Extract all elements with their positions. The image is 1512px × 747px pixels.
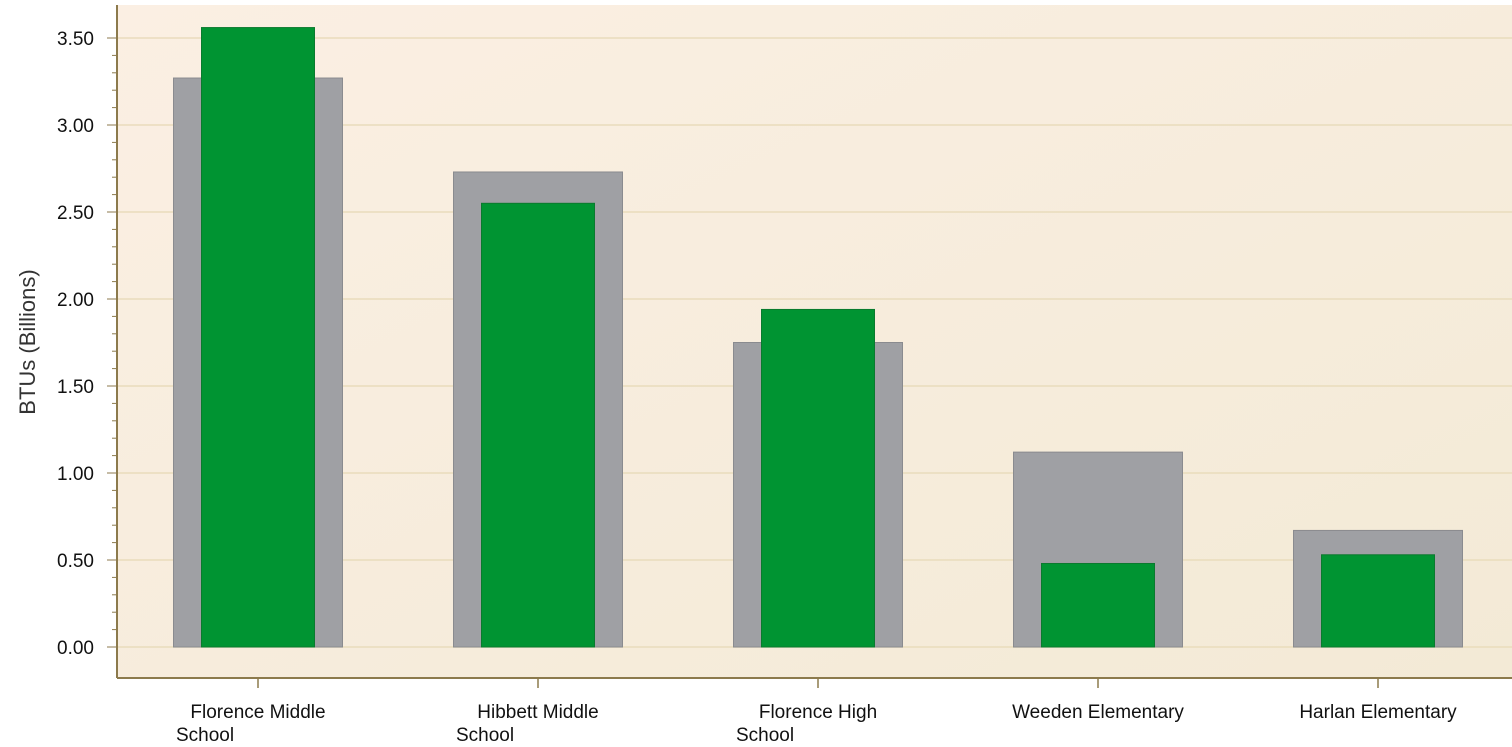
x-category-label: Florence High School xyxy=(736,702,877,746)
x-category-label-line: School xyxy=(736,725,794,746)
y-tick-label: 0.00 xyxy=(57,638,94,659)
x-category-label-line: School xyxy=(176,725,234,746)
x-category-label-line: Harlan Elementary xyxy=(1299,702,1457,723)
foreground-bar xyxy=(481,202,595,648)
x-category-label: Harlan Elementary xyxy=(1299,702,1457,723)
x-category-label-line: Weeden Elementary xyxy=(1012,702,1184,723)
foreground-bar xyxy=(1321,554,1435,648)
x-category-label-line: Hibbett Middle xyxy=(477,702,598,723)
y-tick-label: 0.50 xyxy=(57,551,94,572)
y-tick-label: 3.50 xyxy=(57,29,94,50)
y-axis-title: BTUs (Billions) xyxy=(15,269,40,414)
foreground-bar xyxy=(761,308,875,648)
y-tick-labels: 0.00 0.50 1.00 1.50 2.00 2.50 3.00 3.50 xyxy=(57,29,94,659)
y-tick-label: 2.50 xyxy=(57,203,94,224)
foreground-bars xyxy=(201,27,1435,648)
x-category-label-line: Florence Middle xyxy=(190,702,325,723)
foreground-bar xyxy=(201,27,315,648)
x-category-label: Florence Middle School xyxy=(176,702,326,746)
y-tick-label: 3.00 xyxy=(57,116,94,137)
x-category-label-line: Florence High xyxy=(759,702,877,723)
x-category-label-line: School xyxy=(456,725,514,746)
y-tick-label: 2.00 xyxy=(57,290,94,311)
y-tick-label: 1.50 xyxy=(57,377,94,398)
foreground-bar xyxy=(1041,562,1155,648)
x-category-label: Hibbett Middle School xyxy=(456,702,599,746)
y-tick-label: 1.00 xyxy=(57,464,94,485)
x-category-label: Weeden Elementary xyxy=(1012,702,1184,723)
axes xyxy=(107,5,1512,688)
